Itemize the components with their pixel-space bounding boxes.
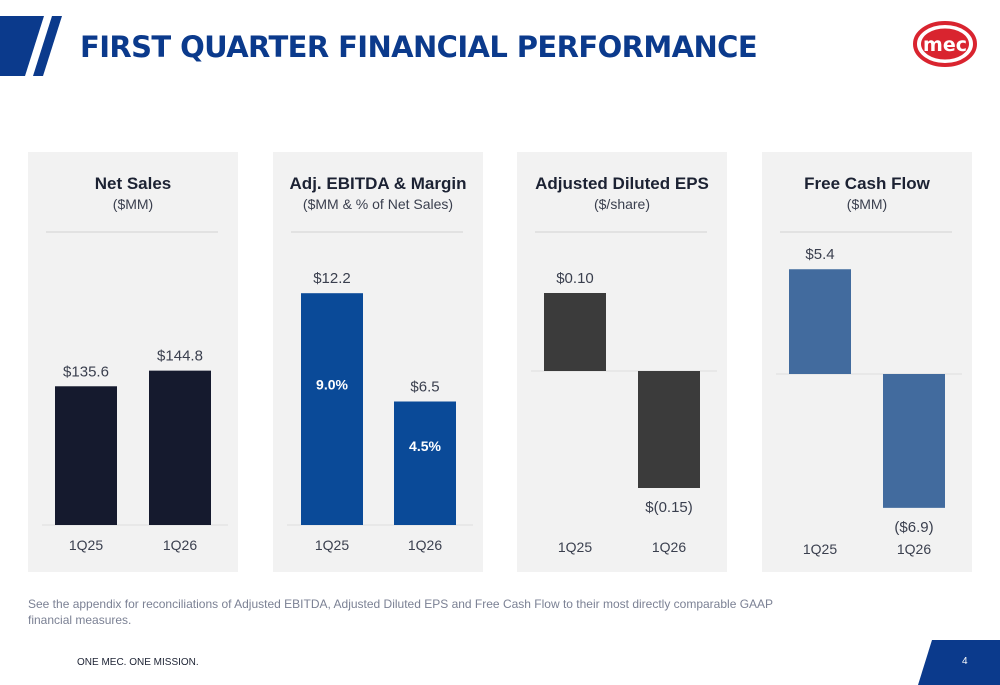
footer-tagline: ONE MEC. ONE MISSION. <box>77 657 199 668</box>
adj-ebitda-margin-1q26: 4.5% <box>409 438 441 454</box>
adj-eps-label-1q26: $(0.15) <box>645 499 693 516</box>
adj-ebitda-subtitle: ($MM & % of Net Sales) <box>302 196 454 212</box>
net-sales-category-1q26: 1Q26 <box>163 537 197 553</box>
adj-ebitda-chart: $12.2 $6.5 9.0% 4.5% 1Q25 1Q26 <box>287 231 473 553</box>
net-sales-bar-1q25 <box>55 386 117 525</box>
adj-eps-subtitle: ($/share) <box>593 196 651 212</box>
fcf-label-1q26: ($6.9) <box>894 519 933 536</box>
net-sales-label-1q26: $144.8 <box>157 348 203 365</box>
page-number-tab <box>918 640 1000 685</box>
net-sales-label-1q25: $135.6 <box>63 363 109 380</box>
mec-logo: mec <box>913 21 977 67</box>
fcf-title: Free Cash Flow <box>804 174 930 193</box>
adj-ebitda-margin-1q25: 9.0% <box>316 377 348 393</box>
fcf-panel: $5.4 ($6.9) 1Q25 1Q26 <box>762 152 972 572</box>
adj-eps-chart: $0.10 $(0.15) 1Q25 1Q26 <box>531 231 717 555</box>
net-sales-chart: $135.6 $144.8 1Q25 1Q26 <box>42 231 228 553</box>
adj-ebitda-label-1q25: $12.2 <box>313 270 351 287</box>
logo-text: mec <box>923 34 967 56</box>
adj-ebitda-title: Adj. EBITDA & Margin <box>289 174 467 193</box>
page-title: FIRST QUARTER FINANCIAL PERFORMANCE <box>80 30 758 64</box>
fcf-category-1q25: 1Q25 <box>803 541 837 557</box>
page-number: 4 <box>962 656 968 667</box>
net-sales-category-1q25: 1Q25 <box>69 537 103 553</box>
adj-eps-label-1q25: $0.10 <box>556 270 594 287</box>
adj-ebitda-category-1q25: 1Q25 <box>315 537 349 553</box>
fcf-chart: $5.4 ($6.9) 1Q25 1Q26 <box>776 231 962 557</box>
adj-ebitda-label-1q26: $6.5 <box>410 379 439 396</box>
fcf-bar-1q25 <box>789 269 851 374</box>
adj-eps-category-1q25: 1Q25 <box>558 539 592 555</box>
adj-eps-bar-1q25 <box>544 293 606 371</box>
header-slash-mark <box>0 16 62 76</box>
adj-ebitda-category-1q26: 1Q26 <box>408 537 442 553</box>
adj-ebitda-panel: $12.2 $6.5 9.0% 4.5% 1Q25 1Q26 <box>273 152 483 572</box>
adj-eps-title: Adjusted Diluted EPS <box>535 174 709 193</box>
footnote: See the appendix for reconciliations of … <box>28 597 773 627</box>
adj-ebitda-bar-1q26 <box>394 401 456 525</box>
adj-ebitda-bar-1q25 <box>301 293 363 525</box>
fcf-subtitle: ($MM) <box>846 196 888 212</box>
net-sales-title: Net Sales <box>94 174 172 193</box>
adj-eps-panel: $0.10 $(0.15) 1Q25 1Q26 <box>517 152 727 572</box>
net-sales-subtitle: ($MM) <box>112 196 154 212</box>
net-sales-panel: $135.6 $144.8 1Q25 1Q26 <box>28 152 238 572</box>
adj-eps-category-1q26: 1Q26 <box>652 539 686 555</box>
net-sales-bar-1q26 <box>149 370 211 525</box>
fcf-bar-1q26 <box>883 374 945 508</box>
adj-eps-bar-1q26 <box>638 371 700 488</box>
fcf-label-1q25: $5.4 <box>805 246 834 263</box>
fcf-category-1q26: 1Q26 <box>897 541 931 557</box>
